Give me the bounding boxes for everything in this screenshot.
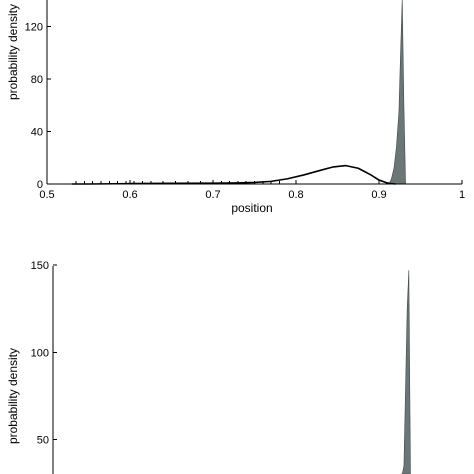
- top-chart: 0.5 0.6 0.7 0.8 0.9 1 0 40 80 120 position proba…: [6, 0, 465, 215]
- top-y-tick-label: 40: [31, 126, 43, 138]
- top-y-tick-label: 120: [25, 21, 43, 33]
- top-x-tick-label: 0.7: [205, 189, 220, 201]
- top-x-tick-label: 0.8: [288, 189, 303, 201]
- top-y-tick-label: 0: [37, 179, 43, 191]
- bottom-y-axis-label: probability density: [6, 348, 20, 444]
- bottom-density-fill: [400, 270, 411, 474]
- top-x-tick-label: 1: [459, 189, 465, 201]
- top-density-fill: [388, 0, 406, 185]
- top-y-tick-label: 80: [31, 74, 43, 86]
- top-x-axis-label: position: [231, 201, 272, 215]
- bottom-y-tick-label: 150: [31, 260, 49, 272]
- bottom-y-tick-label: 50: [37, 435, 49, 447]
- top-y-axis-label: probability density: [6, 4, 20, 100]
- top-x-ticks: 0.5 0.6 0.7 0.8 0.9 1: [39, 180, 465, 201]
- bottom-y-ticks: 50 100 150: [31, 260, 57, 447]
- top-plot-layer: [71, 0, 406, 185]
- top-x-tick-label: 0.5: [39, 189, 54, 201]
- top-y-ticks: 0 40 80 120: [25, 21, 51, 191]
- top-x-tick-label: 0.6: [122, 189, 137, 201]
- bottom-y-tick-label: 100: [31, 347, 49, 359]
- top-density-curve: [71, 164, 396, 185]
- bottom-plot-layer: [400, 270, 411, 474]
- top-x-tick-label: 0.9: [371, 189, 386, 201]
- bottom-chart: 50 100 150 probability density: [6, 260, 411, 474]
